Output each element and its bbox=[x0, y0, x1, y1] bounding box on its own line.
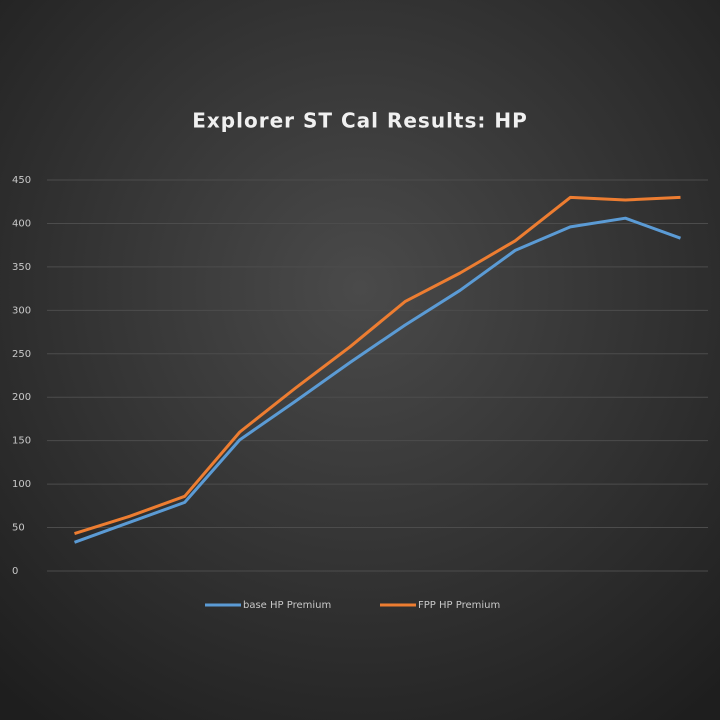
y-tick-label: 400 bbox=[12, 218, 31, 229]
y-tick-label: 200 bbox=[12, 392, 31, 403]
y-tick-label: 350 bbox=[12, 262, 31, 273]
y-tick-label: 450 bbox=[12, 175, 31, 186]
y-tick-label: 150 bbox=[12, 436, 31, 447]
legend-label: FPP HP Premium bbox=[418, 600, 500, 611]
y-tick-label: 50 bbox=[12, 523, 25, 534]
y-tick-label: 250 bbox=[12, 349, 31, 360]
y-tick-label: 0 bbox=[12, 566, 18, 577]
y-tick-label: 300 bbox=[12, 305, 31, 316]
chart-title: Explorer ST Cal Results: HP bbox=[192, 109, 528, 133]
y-tick-label: 100 bbox=[12, 479, 31, 490]
series-line bbox=[74, 195, 681, 536]
series-line bbox=[73, 216, 682, 544]
legend-label: base HP Premium bbox=[243, 600, 331, 611]
